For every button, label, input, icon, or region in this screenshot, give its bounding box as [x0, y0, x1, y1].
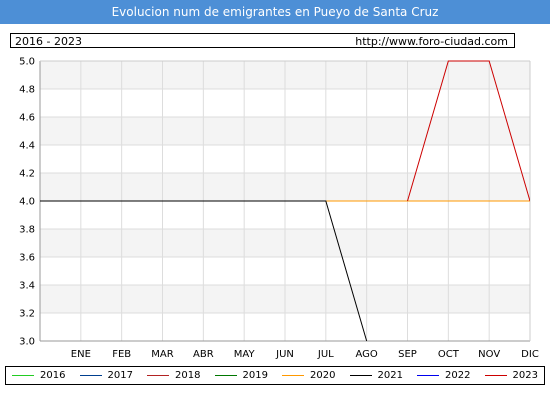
legend-item-2021: 2021 — [349, 367, 412, 384]
series-line-2023 — [407, 60, 530, 202]
y-tick-label: 4.0 — [19, 197, 35, 208]
legend-swatch — [79, 375, 102, 376]
x-tick-label: FEB — [112, 349, 131, 360]
source-url[interactable]: http://www.foro-ciudad.com — [355, 35, 508, 48]
x-tick-label: ABR — [193, 349, 214, 360]
legend-swatch — [214, 375, 237, 376]
legend-swatch — [484, 375, 507, 376]
legend-label: 2022 — [445, 370, 471, 381]
legend-item-2017: 2017 — [79, 367, 142, 384]
y-tick-label: 4.2 — [19, 169, 35, 180]
x-tick-label: JUN — [275, 349, 294, 360]
x-tick-label: JUL — [317, 349, 334, 360]
legend-swatch — [282, 375, 304, 376]
legend-item-2018: 2018 — [147, 367, 209, 384]
legend-item-2019: 2019 — [214, 367, 277, 384]
legend: 2016 2017 2018 2019 2020 2021 2022 2023 — [5, 366, 545, 385]
x-tick-label: DIC — [521, 349, 539, 360]
legend-item-2022: 2022 — [417, 367, 479, 384]
legend-swatch — [349, 375, 372, 376]
legend-item-2016: 2016 — [12, 367, 74, 384]
x-tick-label: MAY — [234, 349, 256, 360]
y-tick-label: 5.0 — [19, 57, 35, 68]
legend-label: 2017 — [107, 370, 133, 381]
y-tick-label: 4.4 — [19, 141, 35, 152]
series-line-2021 — [40, 200, 368, 342]
x-tick-label: OCT — [438, 349, 460, 360]
legend-label: 2020 — [310, 370, 336, 381]
legend-label: 2019 — [242, 370, 268, 381]
legend-label: 2021 — [377, 370, 403, 381]
y-tick-label: 3.2 — [19, 309, 35, 320]
legend-swatch — [417, 375, 439, 376]
chart-area: 3.0 3.2 3.4 3.6 3.8 4.0 4.2 4.4 4.6 4.8 5.0 ENE FEB M… — [19, 57, 539, 361]
y-tick-label: 4.6 — [19, 113, 35, 124]
chart-title: Evolucion num de emigrantes en Pueyo de … — [0, 0, 550, 24]
legend-label: 2016 — [40, 370, 66, 381]
legend-item-2023: 2023 — [484, 367, 547, 384]
legend-item-2020: 2020 — [282, 367, 344, 384]
y-tick-label: 3.0 — [19, 337, 35, 348]
legend-swatch — [12, 375, 34, 376]
x-tick-label: NOV — [478, 349, 500, 360]
x-tick-label: SEP — [398, 349, 417, 360]
y-tick-label: 3.4 — [19, 281, 35, 292]
y-tick-label: 3.6 — [19, 253, 35, 264]
x-tick-label: AGO — [356, 349, 378, 360]
x-tick-label: ENE — [71, 349, 91, 360]
info-box: 2016 - 2023 http://www.foro-ciudad.com — [10, 33, 515, 48]
legend-label: 2018 — [175, 370, 201, 381]
period-label: 2016 - 2023 — [15, 35, 82, 48]
y-tick-label: 4.8 — [19, 85, 35, 96]
legend-swatch — [147, 375, 169, 376]
x-tick-label: MAR — [151, 349, 173, 360]
y-tick-label: 3.8 — [19, 225, 35, 236]
legend-label: 2023 — [512, 370, 538, 381]
